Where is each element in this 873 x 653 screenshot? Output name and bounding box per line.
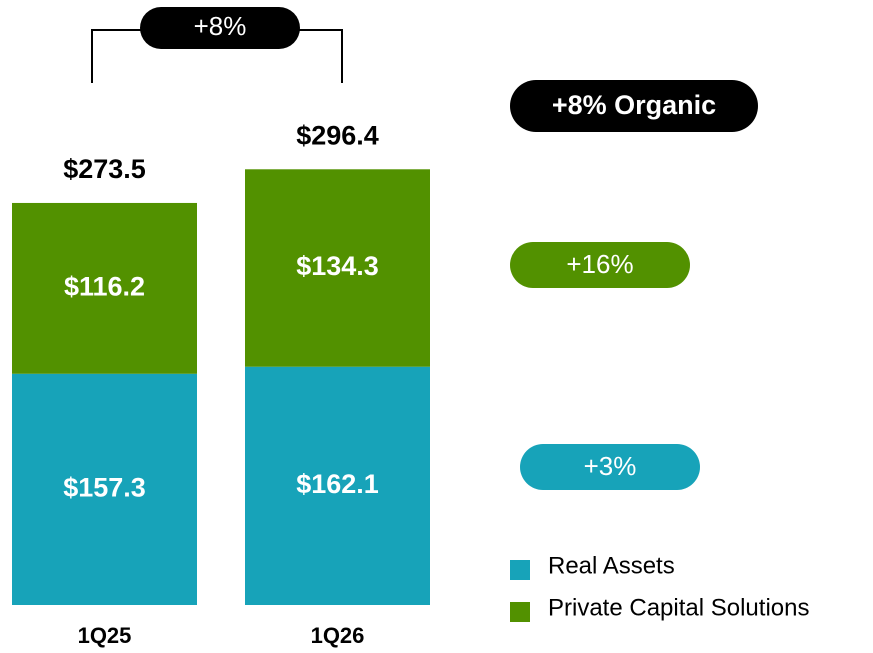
legend-label: Private Capital Solutions	[548, 594, 809, 621]
ra-growth-label: +3%	[584, 451, 637, 481]
legend-swatch	[510, 560, 530, 580]
bar-segment	[245, 366, 430, 605]
ra-growth-pill	[520, 444, 700, 490]
value-label: $157.3	[63, 473, 146, 503]
legend-label: Real Assets	[548, 552, 675, 579]
value-label: $162.1	[296, 469, 379, 499]
bar-segment	[12, 373, 197, 605]
pcs-growth-label: +16%	[566, 249, 633, 279]
x-tick-label: 1Q25	[78, 623, 132, 648]
x-tick-label: 1Q26	[311, 623, 365, 648]
total-label: $296.4	[296, 120, 379, 150]
total-label: $273.5	[63, 154, 146, 184]
growth-label: +8%	[194, 11, 247, 41]
organic-pill	[510, 80, 758, 132]
legend-swatch	[510, 602, 530, 622]
growth-pill	[140, 7, 300, 49]
organic-label: +8% Organic	[552, 90, 716, 120]
bar-segment	[245, 169, 430, 367]
value-label: $116.2	[64, 271, 145, 301]
value-label: $134.3	[296, 251, 379, 281]
bar-segment	[12, 202, 197, 374]
pcs-growth-pill	[510, 242, 690, 288]
